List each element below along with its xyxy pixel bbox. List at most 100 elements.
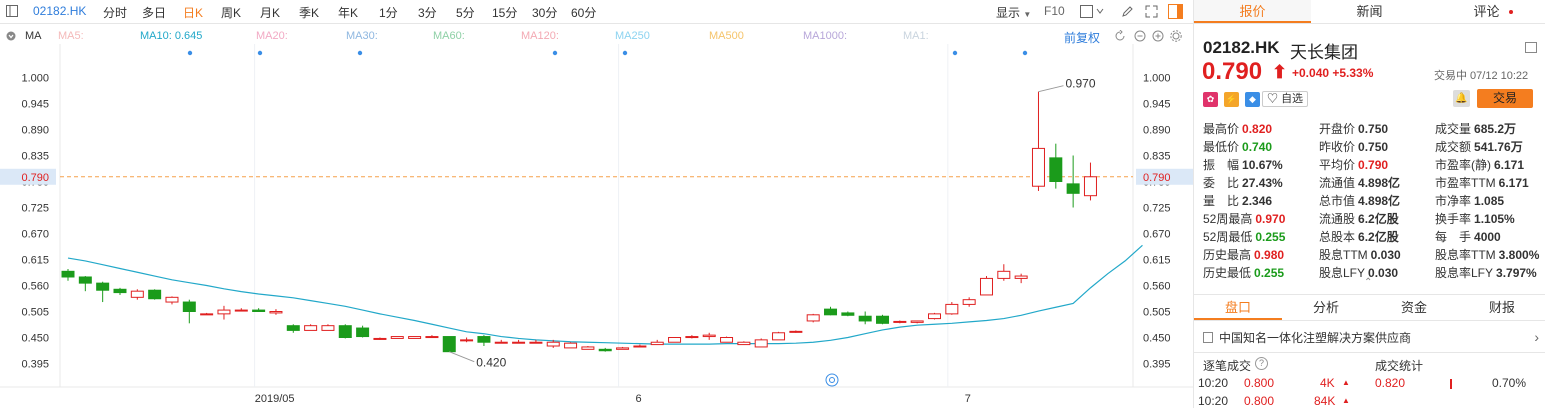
candle-up[interactable] <box>546 341 560 347</box>
add-watchlist-button[interactable]: ♡ 自选 <box>1262 91 1309 107</box>
candle-down[interactable] <box>1049 157 1063 183</box>
candle-down[interactable] <box>286 325 300 331</box>
period-tab[interactable]: 季K <box>299 6 320 20</box>
ma-item[interactable]: MA30: <box>346 30 378 42</box>
f10-button[interactable]: F10 <box>1044 4 1065 18</box>
candle-up[interactable] <box>702 334 716 338</box>
candle-up[interactable] <box>234 309 248 312</box>
candle-up[interactable] <box>979 277 993 296</box>
settings-gear-icon[interactable] <box>1170 30 1182 45</box>
candle-up[interactable] <box>130 290 144 298</box>
candle-down[interactable] <box>442 336 456 353</box>
candle-up[interactable] <box>668 337 682 343</box>
candle-up[interactable] <box>460 339 474 342</box>
candle-down[interactable] <box>338 325 352 339</box>
candle-up[interactable] <box>1031 147 1045 187</box>
sidebar-toggle-icon[interactable] <box>1168 4 1183 22</box>
candle-up[interactable] <box>321 325 335 331</box>
period-tab[interactable]: 1分 <box>379 6 398 20</box>
alert-bell-icon[interactable]: 🔔 <box>1453 90 1470 107</box>
collapse-ma-icon[interactable] <box>6 31 16 44</box>
candle-down[interactable] <box>96 282 110 291</box>
event-marker-dot[interactable] <box>622 50 628 56</box>
tab-news[interactable]: 新闻 <box>1356 4 1383 19</box>
period-tab[interactable]: 3分 <box>418 6 437 20</box>
candle-up[interactable] <box>165 296 179 303</box>
candle-up[interactable] <box>425 336 439 339</box>
candle-up[interactable] <box>512 341 526 344</box>
tab-quote[interactable]: 报价 <box>1194 0 1311 23</box>
candle-up[interactable] <box>1083 176 1097 197</box>
event-marker-dot[interactable] <box>552 50 558 56</box>
period-tab[interactable]: 30分 <box>532 6 558 20</box>
ma-item[interactable]: MA250 <box>615 30 650 42</box>
trade-button[interactable]: 交易 <box>1477 89 1533 108</box>
expand-icon[interactable] <box>1145 5 1158 21</box>
tab-order-book[interactable]: 盘口 <box>1194 295 1282 320</box>
collapse-caret-icon[interactable]: ⌃ <box>1364 277 1373 288</box>
candle-down[interactable] <box>148 289 162 300</box>
candle-down[interactable] <box>876 315 890 324</box>
candle-up[interactable] <box>650 341 664 346</box>
mention-icon[interactable] <box>825 373 839 387</box>
candle-up[interactable] <box>685 336 699 339</box>
candle-up[interactable] <box>408 336 422 339</box>
candle-up[interactable] <box>581 346 595 350</box>
candle-up[interactable] <box>893 320 907 323</box>
period-tab[interactable]: 周K <box>221 6 242 20</box>
event-marker-dot[interactable] <box>952 50 958 56</box>
window-icon[interactable] <box>1525 42 1537 53</box>
ma-item[interactable]: MA60: <box>433 30 465 42</box>
period-tab[interactable]: 年K <box>338 6 359 20</box>
candle-down[interactable] <box>858 315 872 322</box>
tab-capital[interactable]: 资金 <box>1400 300 1427 315</box>
ma-item[interactable]: MA10: 0.645 <box>140 30 203 42</box>
event-marker-dot[interactable] <box>187 50 193 56</box>
candle-up[interactable] <box>928 313 941 320</box>
candle-up[interactable] <box>1014 275 1028 279</box>
period-tab[interactable]: 多日 <box>142 6 167 20</box>
display-dropdown[interactable]: 显示 ▼ <box>996 4 1031 21</box>
candle-up[interactable] <box>304 325 318 331</box>
candle-up[interactable] <box>997 270 1011 279</box>
candle-down[interactable] <box>477 336 491 343</box>
period-tab-active[interactable]: 日K <box>183 6 204 20</box>
candle-down[interactable] <box>356 327 370 338</box>
ma-item[interactable]: MA1000: <box>803 30 848 42</box>
ticks-title[interactable]: 逐笔成交 <box>1203 359 1252 373</box>
deal-stats-title[interactable]: 成交统计 <box>1375 359 1424 373</box>
tab-comments[interactable]: 评论 <box>1428 0 1545 23</box>
candle-up[interactable] <box>564 342 578 349</box>
candle-up[interactable] <box>269 311 283 314</box>
candle-down[interactable] <box>113 288 127 294</box>
kline-chart[interactable]: 1.000 1.000 0.945 0.945 0.890 0.890 0.835 0.835… <box>0 44 1193 408</box>
event-marker-dot[interactable] <box>257 50 263 56</box>
candle-up[interactable] <box>494 341 508 344</box>
candle-down[interactable] <box>61 270 75 278</box>
period-tab[interactable]: 15分 <box>492 6 518 20</box>
candle-up[interactable] <box>806 314 820 322</box>
event-marker-dot[interactable] <box>1022 50 1028 56</box>
candle-up[interactable] <box>720 337 734 343</box>
company-profile-link[interactable]: 中国知名一体化注塑解决方案供应商 › <box>1203 329 1543 349</box>
period-tab[interactable]: 分时 <box>103 6 128 20</box>
candle-up[interactable] <box>737 341 751 346</box>
candle-up[interactable] <box>633 345 647 348</box>
candle-down[interactable] <box>598 348 612 352</box>
candle-down[interactable] <box>1066 183 1080 194</box>
layout-icon[interactable] <box>6 5 18 20</box>
stock-code-link[interactable]: 02182.HK <box>33 4 87 18</box>
checkbox-dropdown[interactable] <box>1080 5 1106 21</box>
candle-down[interactable] <box>182 301 196 312</box>
zoom-out-icon[interactable] <box>1134 30 1146 45</box>
candle-up[interactable] <box>789 330 803 333</box>
ma-item[interactable]: MA120: <box>521 30 559 42</box>
candle-up[interactable] <box>390 336 404 339</box>
undo-icon[interactable] <box>1114 29 1126 45</box>
pen-icon[interactable] <box>1121 5 1134 21</box>
candle-down[interactable] <box>824 308 838 316</box>
period-tab[interactable]: 5分 <box>456 6 475 20</box>
ma-item[interactable]: MA5: <box>58 30 84 42</box>
candle-up[interactable] <box>754 339 768 348</box>
restore-rights-button[interactable]: 前复权 <box>1064 31 1101 45</box>
